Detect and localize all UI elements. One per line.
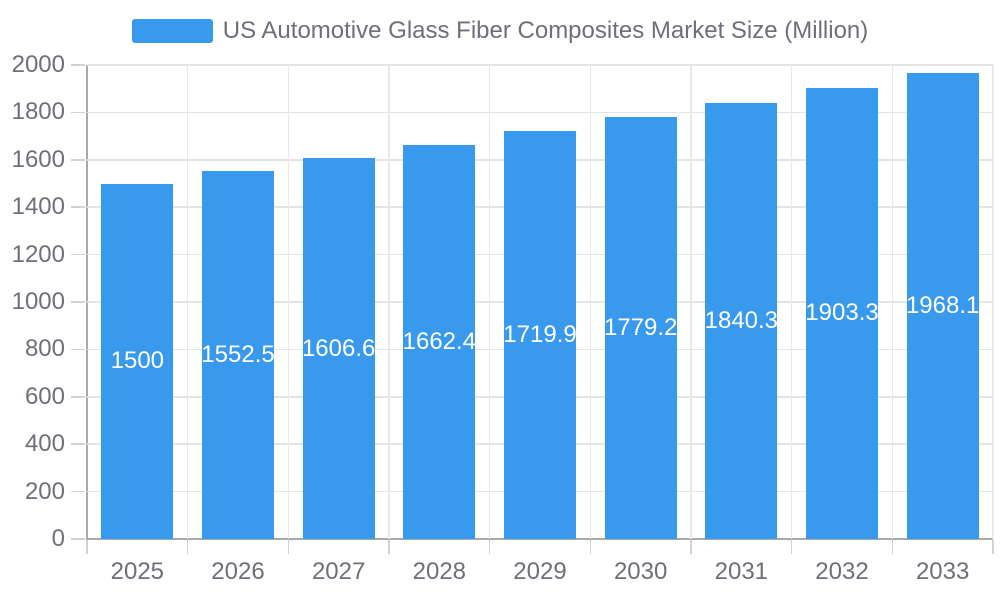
legend-item[interactable]: US Automotive Glass Fiber Composites Mar… <box>0 15 1000 47</box>
x-splitline <box>287 65 290 539</box>
x-axis-label: 2028 <box>412 558 467 585</box>
x-axis-label: 2026 <box>211 558 265 585</box>
x-splitline <box>589 65 592 539</box>
x-axis-label: 2025 <box>110 558 165 585</box>
bar-2027[interactable] <box>302 158 375 539</box>
x-axis-label: 2032 <box>815 558 869 585</box>
x-axis-label: 2033 <box>915 558 970 585</box>
y-axis-tick <box>71 159 85 161</box>
y-axis-tick <box>71 206 85 208</box>
y-axis-label: 600 <box>24 382 65 410</box>
bar-2028[interactable] <box>403 145 476 539</box>
y-axis-label: 400 <box>24 430 65 458</box>
bar-2029[interactable] <box>504 131 576 539</box>
x-splitline <box>790 65 793 539</box>
y-axis-tick <box>71 396 85 398</box>
x-axis-label: 2030 <box>613 558 668 585</box>
legend-label: US Automotive Glass Fiber Composites Mar… <box>222 17 869 44</box>
x-splitline <box>388 65 390 539</box>
y-axis-label: 1000 <box>11 288 65 315</box>
y-gridline <box>87 111 993 114</box>
x-splitline <box>186 65 189 539</box>
y-axis-label: 2000 <box>11 51 65 78</box>
x-axis-tick <box>992 540 994 554</box>
y-axis-label: 1600 <box>11 145 65 173</box>
y-axis-tick <box>71 490 85 493</box>
legend-swatch-icon <box>131 19 213 43</box>
x-axis-tick <box>589 540 592 554</box>
x-axis-label: 2031 <box>714 558 769 585</box>
y-axis-tick <box>71 111 85 114</box>
y-axis-line <box>86 65 88 553</box>
x-axis-tick <box>690 540 692 554</box>
x-splitline <box>992 65 994 539</box>
plot-area: 0 200 400 600 800 1000 1200 1400 1600 1800 2000 150… <box>12 51 994 585</box>
x-axis-tick <box>186 540 189 554</box>
y-axis-tick <box>71 253 85 256</box>
x-axis-tick <box>388 540 390 554</box>
x-splitline <box>891 65 894 539</box>
y-gridline <box>87 64 993 66</box>
y-axis-tick <box>71 443 85 445</box>
x-axis-line <box>86 538 993 540</box>
y-axis-label: 1400 <box>11 193 65 221</box>
x-axis-tick <box>891 540 894 554</box>
y-axis-label: 1200 <box>11 240 65 268</box>
bar-2031[interactable] <box>705 102 778 539</box>
y-axis-tick <box>71 64 85 66</box>
bar-2026[interactable] <box>202 171 274 539</box>
y-axis-tick <box>71 538 85 540</box>
y-axis-label: 1800 <box>11 98 65 126</box>
y-axis-label: 200 <box>24 477 65 505</box>
bar-2030[interactable] <box>604 117 677 539</box>
y-axis-tick <box>71 301 85 303</box>
y-axis-tick <box>71 348 85 351</box>
x-splitline <box>488 65 491 539</box>
x-axis-label: 2029 <box>513 558 567 585</box>
bar-2033[interactable] <box>906 72 979 539</box>
x-axis-tick <box>488 540 491 554</box>
x-axis-tick <box>790 540 793 554</box>
bar-2032[interactable] <box>806 87 878 539</box>
x-axis-tick <box>86 540 88 554</box>
x-axis-label: 2027 <box>311 558 366 585</box>
bar-2025[interactable] <box>101 183 174 539</box>
x-splitline <box>690 65 692 539</box>
x-axis-tick <box>287 540 290 554</box>
y-axis-label: 0 <box>51 525 65 552</box>
y-axis-label: 800 <box>24 335 65 363</box>
